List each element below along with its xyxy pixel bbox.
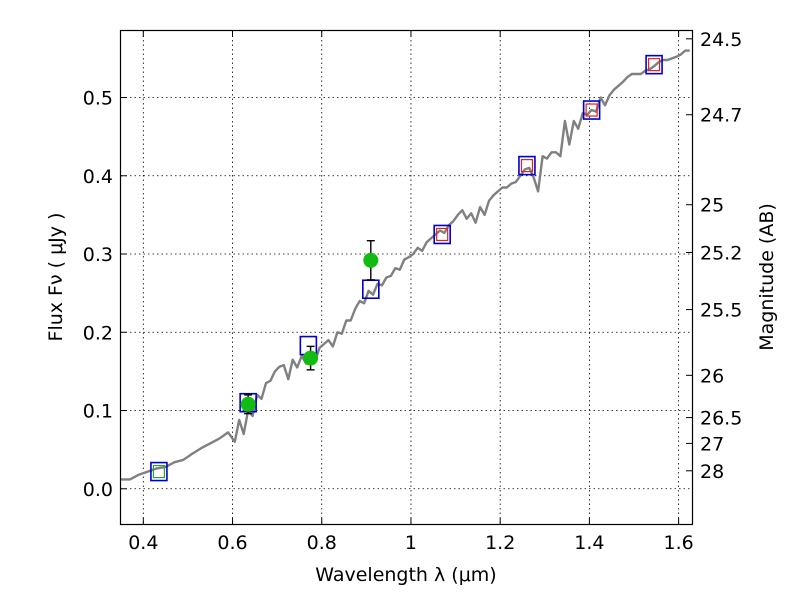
mag-tick-label: 28 bbox=[700, 461, 724, 483]
photometry-square-marker bbox=[518, 155, 536, 176]
x-tick-label: 0.4 bbox=[128, 532, 158, 554]
grid-layer bbox=[121, 31, 692, 524]
y-tick-label: 0.1 bbox=[83, 401, 113, 423]
band-square-marker bbox=[152, 464, 166, 479]
band-square-marker bbox=[585, 103, 598, 117]
band-square-marker bbox=[436, 227, 449, 242]
x-axis-label: Wavelength λ (μm) bbox=[315, 564, 496, 586]
x-tick-label: 1 bbox=[405, 532, 417, 554]
y-axis-label: Flux Fν ( μJy ) bbox=[45, 213, 67, 342]
band-square-marker bbox=[647, 58, 661, 72]
mag-tick-label: 25.5 bbox=[700, 300, 742, 322]
y-tick-label: 0.3 bbox=[83, 244, 113, 266]
y-tick-label: 0.4 bbox=[83, 166, 113, 188]
x-tick-label: 1.6 bbox=[664, 532, 694, 554]
mag-tick-label: 25.2 bbox=[700, 242, 742, 264]
mag-tick-label: 24.5 bbox=[700, 29, 742, 51]
mag-tick-label: 26.5 bbox=[700, 408, 742, 430]
photometry-square-marker bbox=[433, 224, 451, 245]
x-tick-label: 1.2 bbox=[485, 532, 515, 554]
mag-tick-label: 26 bbox=[700, 365, 724, 387]
y-tick-label: 0.2 bbox=[83, 322, 113, 344]
mag-tick-label: 27 bbox=[700, 433, 724, 455]
y-tick-label: 0.0 bbox=[83, 479, 113, 501]
photometry-square-marker bbox=[582, 100, 601, 120]
data-layer bbox=[121, 49, 690, 482]
observed-point bbox=[303, 350, 319, 366]
y2-axis-label: Magnitude (AB) bbox=[756, 203, 778, 351]
y-tick-label: 0.5 bbox=[83, 88, 113, 110]
x-tick-label: 1.4 bbox=[574, 532, 604, 554]
observed-point bbox=[363, 252, 379, 268]
plot-frame bbox=[119, 29, 694, 526]
x-tick-label: 0.6 bbox=[217, 532, 247, 554]
photometry-square-marker bbox=[150, 461, 168, 482]
spectrum-line bbox=[121, 49, 690, 481]
observed-point bbox=[240, 396, 256, 412]
photometry-square-marker bbox=[645, 54, 663, 75]
band-square-marker bbox=[520, 158, 534, 173]
x-tick-label: 0.8 bbox=[307, 532, 337, 554]
mag-tick-label: 24.7 bbox=[700, 105, 742, 127]
tick-layer: 0.4 0.6 0.8 1 1.2 1.4 1.6 0.0 0.1 0.2 0.3 0.4 0.5 24.… bbox=[83, 29, 743, 554]
mag-tick-label: 25 bbox=[700, 195, 724, 217]
